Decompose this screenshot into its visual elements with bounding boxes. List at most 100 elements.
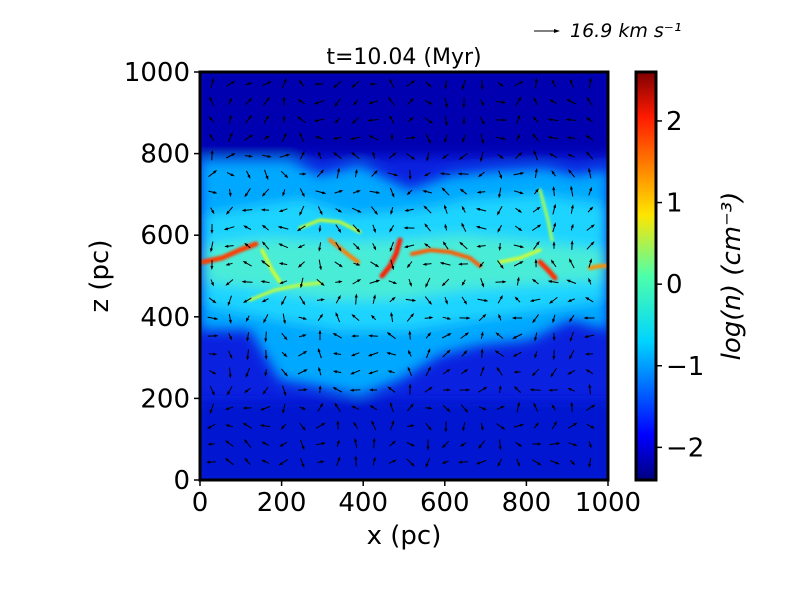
velocity-arrow-96 <box>277 226 289 230</box>
velocity-arrow-457 <box>567 388 575 392</box>
velocity-arrow-420 <box>547 118 559 122</box>
velocity-arrow-266 <box>424 117 433 124</box>
velocity-arrow-413 <box>529 388 541 392</box>
velocity-arrow-141 <box>318 242 322 252</box>
velocity-arrow-63 <box>242 422 252 429</box>
velocity-arrow-480 <box>586 404 596 411</box>
velocity-arrow-191 <box>350 352 360 357</box>
velocity-arrow-131 <box>300 457 305 468</box>
velocity-arrow-127 <box>298 388 308 392</box>
velocity-arrow-252 <box>406 261 413 269</box>
velocity-arrow-241 <box>388 459 397 464</box>
velocity-arrow-230 <box>390 259 395 271</box>
velocity-arrow-452 <box>567 298 575 302</box>
velocity-arrow-398 <box>532 116 539 123</box>
x-tick-label-5: 1000 <box>575 488 641 518</box>
velocity-arrow-439 <box>550 460 560 465</box>
velocity-arrow-172 <box>334 402 341 412</box>
velocity-arrow-365 <box>498 313 502 321</box>
velocity-arrow-157 <box>332 136 342 140</box>
x-tick-label-3: 600 <box>420 488 470 518</box>
y-tick-label-0: 0 <box>173 466 190 496</box>
velocity-arrow-15 <box>208 352 218 356</box>
velocity-arrow-350 <box>478 440 485 449</box>
velocity-arrow-174 <box>336 439 340 447</box>
velocity-arrow-106 <box>282 403 286 414</box>
velocity-arrow-257 <box>408 349 412 357</box>
velocity-arrow-122 <box>299 296 306 306</box>
velocity-arrow-40 <box>225 406 234 410</box>
velocity-arrow-255 <box>406 313 415 322</box>
velocity-arrow-209 <box>369 279 381 284</box>
velocity-arrow-353 <box>496 100 506 104</box>
velocity-arrow-234 <box>386 332 396 340</box>
velocity-arrow-21 <box>206 460 216 464</box>
velocity-arrow-151 <box>315 422 326 429</box>
velocity-arrow-205 <box>370 206 378 215</box>
velocity-arrow-443 <box>566 136 576 140</box>
velocity-arrow-432 <box>552 332 556 342</box>
velocity-arrow-9 <box>210 241 214 253</box>
velocity-arrow-476 <box>583 334 595 338</box>
velocity-arrow-58 <box>246 332 250 342</box>
velocity-arrow-428 <box>550 259 557 268</box>
velocity-arrow-142 <box>318 259 322 271</box>
velocity-arrow-292 <box>441 187 450 196</box>
velocity-arrow-313 <box>457 172 469 176</box>
velocity-arrow-81 <box>264 349 268 360</box>
velocity-arrow-441 <box>566 99 577 105</box>
velocity-arrow-94 <box>282 189 286 197</box>
velocity-arrow-402 <box>534 188 539 195</box>
y-tick-label-3: 600 <box>140 221 190 251</box>
velocity-arrow-183 <box>351 207 362 213</box>
velocity-arrow-107 <box>280 423 287 430</box>
velocity-arrow-437 <box>551 420 557 430</box>
velocity-arrow-421 <box>547 136 559 140</box>
velocity-arrow-297 <box>441 278 450 287</box>
velocity-arrow-481 <box>586 423 595 429</box>
x-axis: 0 200 400 600 800 1000 <box>192 480 641 518</box>
velocity-arrow-16 <box>208 370 217 375</box>
velocity-arrow-330 <box>480 80 484 90</box>
velocity-arrow-442 <box>565 118 577 122</box>
velocity-arrow-223 <box>390 133 394 141</box>
velocity-arrow-418 <box>551 79 556 88</box>
velocity-arrow-189 <box>351 314 360 321</box>
velocity-arrow-322 <box>460 332 469 339</box>
velocity-arrow-245 <box>405 136 416 140</box>
velocity-arrow-289 <box>444 134 448 144</box>
velocity-arrow-303 <box>443 388 451 392</box>
velocity-arrow-282 <box>425 406 433 410</box>
velocity-arrow-3 <box>209 133 215 142</box>
velocity-arrow-130 <box>299 439 305 451</box>
velocity-arrow-1 <box>209 96 215 107</box>
velocity-arrow-77 <box>260 280 270 284</box>
velocity-arrow-458 <box>570 401 574 413</box>
velocity-arrow-163 <box>335 241 342 252</box>
velocity-arrow-387 <box>511 316 523 320</box>
velocity-arrow-326 <box>460 404 469 413</box>
velocity-arrow-182 <box>352 190 361 194</box>
velocity-arrow-164 <box>334 261 343 268</box>
velocity-arrow-62 <box>242 406 252 410</box>
velocity-arrow-192 <box>350 369 361 375</box>
velocity-arrow-93 <box>280 170 289 179</box>
velocity-arrow-277 <box>424 316 434 320</box>
velocity-arrow-10 <box>210 259 214 270</box>
velocity-arrow-6 <box>208 190 218 194</box>
velocity-arrow-436 <box>551 404 556 411</box>
velocity-arrow-150 <box>317 402 324 412</box>
velocity-arrow-186 <box>353 262 361 266</box>
velocity-arrow-179 <box>349 136 361 140</box>
lower-void <box>200 400 608 480</box>
velocity-arrow-429 <box>547 280 559 284</box>
velocity-arrow-233 <box>390 312 394 323</box>
velocity-arrow-340 <box>479 261 485 268</box>
velocity-arrow-112 <box>297 116 306 123</box>
velocity-arrow-0 <box>210 77 214 89</box>
velocity-arrow-383 <box>513 244 525 248</box>
velocity-arrow-317 <box>459 241 468 250</box>
velocity-arrow-377 <box>516 133 520 141</box>
velocity-arrow-48 <box>245 154 253 158</box>
